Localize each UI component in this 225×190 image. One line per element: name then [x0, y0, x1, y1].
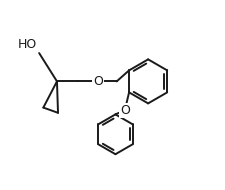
Text: O: O — [93, 75, 103, 88]
Text: O: O — [120, 104, 130, 117]
Text: HO: HO — [18, 38, 37, 51]
